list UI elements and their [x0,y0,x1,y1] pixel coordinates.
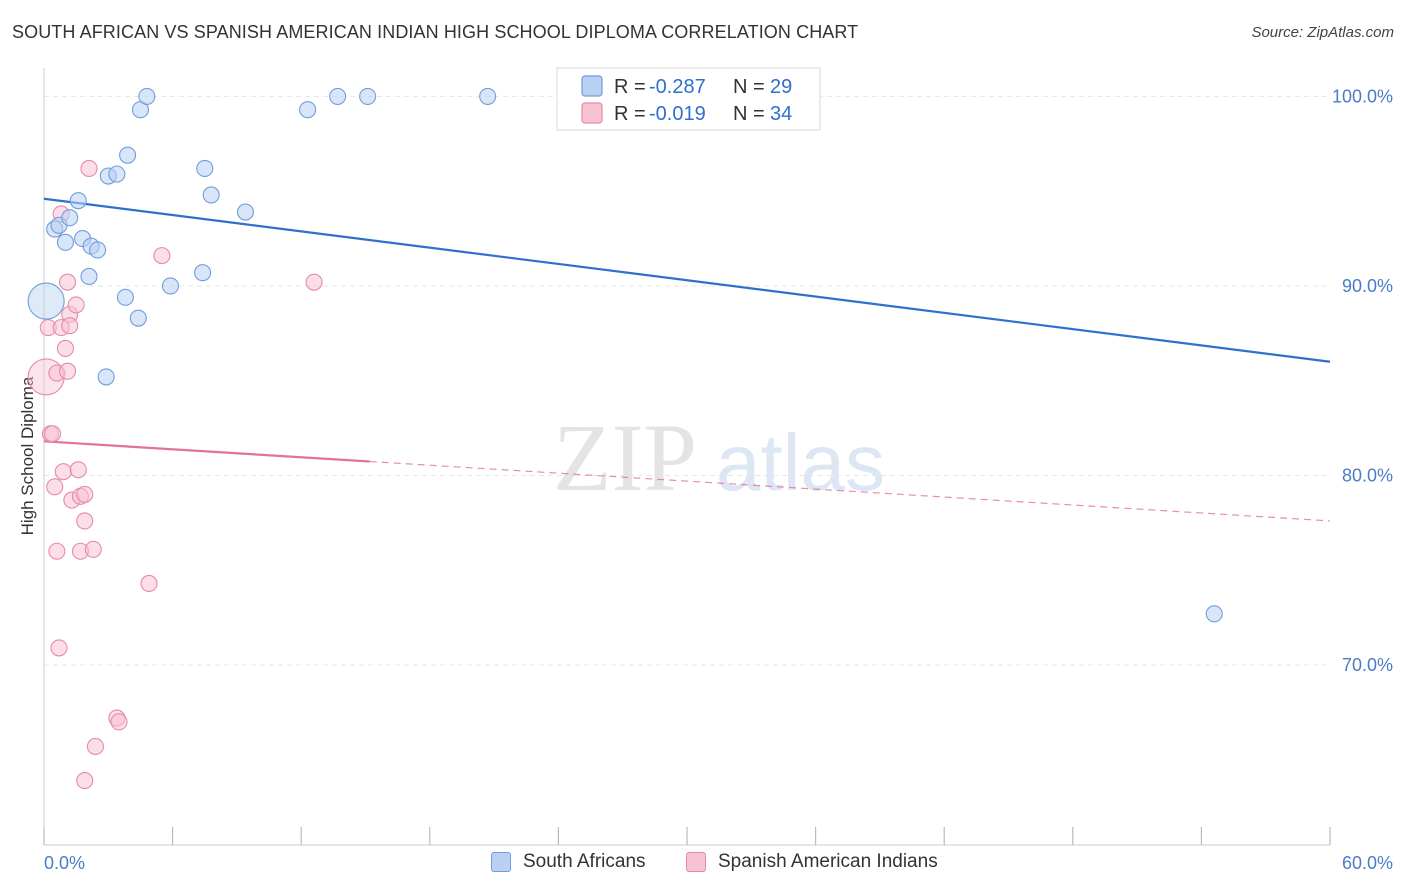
point-spanish-american-indians [54,463,72,481]
legend-r-label-pink: R = [614,103,646,125]
bottom-legend-spanish-american-indians: Spanish American Indians [686,851,938,873]
point-spanish-american-indians [86,737,104,756]
point-south-africans [1205,605,1223,623]
point-south-africans [329,87,347,105]
bottom-legend-swatch-pink [686,852,706,872]
point-spanish-american-indians [76,772,94,790]
legend-n-value-blue: 29 [770,76,792,98]
point-spanish-american-indians [80,159,98,177]
bottom-legend: South Africans Spanish American Indians [0,851,1406,879]
point-spanish-american-indians [140,574,158,593]
bottom-legend-south-africans: South Africans [491,851,646,873]
y-tick-label: 100.0% [1332,86,1393,106]
point-south-africans [108,165,126,183]
point-spanish-american-indians [69,461,87,479]
stats-legend: R = -0.287 N = 29 R = -0.019 N = 34 [556,67,821,131]
point-spanish-american-indians [67,296,85,314]
point-south-africans [299,101,317,119]
watermark-atlas: atlas [716,418,885,507]
legend-r-value-blue: -0.287 [649,76,706,98]
legend-swatch-pink [581,102,603,124]
point-south-africans [97,368,115,386]
point-south-africans [196,159,214,177]
point-spanish-american-indians [84,540,102,558]
point-spanish-american-indians [48,542,66,560]
watermark-zip: ZIP [553,404,697,511]
legend-n-label-blue: N = [733,76,765,98]
point-south-africans [129,309,147,327]
point-south-africans [161,277,180,295]
point-spanish-american-indians [50,639,68,657]
x-tick-label-max: 60.0% [1342,853,1393,873]
point-spanish-american-indians [61,317,79,335]
x-tick-labels: 0.0% 60.0% [44,853,1393,873]
gridlines [44,95,1330,666]
point-spanish-american-indians [153,247,171,265]
point-south-africans [61,209,79,227]
point-south-africans [202,186,220,204]
point-south-africans [69,192,87,210]
legend-swatch-blue [581,75,603,97]
point-south-africans [479,87,497,105]
watermark: ZIP atlas [553,404,885,511]
chart-title: SOUTH AFRICAN VS SPANISH AMERICAN INDIAN… [12,22,859,42]
bottom-legend-label-south-africans: South Africans [523,851,646,872]
point-south-africans [27,282,65,320]
point-south-africans [236,203,255,221]
bottom-legend-label-spanish-american-indians: Spanish American Indians [718,851,938,872]
y-tick-label: 90.0% [1342,276,1393,296]
point-south-africans [138,87,156,105]
trend-line-south-africans [43,197,1331,363]
point-spanish-american-indians [59,273,77,291]
point-spanish-american-indians [46,478,64,496]
series-spanish-american-indians [27,159,323,790]
source-label: Source: ZipAtlas.com [1251,24,1394,41]
trend-lines [43,197,1331,522]
point-spanish-american-indians [59,362,77,380]
point-spanish-american-indians [76,485,94,503]
point-south-africans [116,288,134,306]
point-spanish-american-indians [305,273,323,291]
legend-r-label-blue: R = [614,76,646,98]
legend-r-value-pink: -0.019 [649,103,706,125]
point-spanish-american-indians [110,713,128,731]
y-axis-label: High School Diploma [18,376,37,535]
point-spanish-american-indians [44,425,62,443]
point-south-africans [359,87,377,105]
legend-n-value-pink: 34 [770,103,792,125]
point-south-africans [89,241,107,259]
trend-line-spanish-american-indians [43,440,370,463]
point-south-africans [56,233,74,251]
bottom-legend-swatch-blue [491,852,511,872]
legend-n-label-pink: N = [733,103,765,125]
y-tick-label: 70.0% [1342,655,1393,675]
axes [43,68,1331,846]
point-south-africans [194,264,212,282]
trend-line-spanish-american-indians-extension [369,460,1331,522]
series-south-africans [27,87,1223,623]
point-spanish-american-indians [56,339,74,358]
x-tick-label-min: 0.0% [44,853,85,873]
y-tick-labels: 100.0% 90.0% 80.0% 70.0% [1332,86,1393,675]
point-south-africans [80,267,98,286]
y-tick-label: 80.0% [1342,465,1393,485]
point-spanish-american-indians [76,512,94,530]
point-south-africans [119,146,137,164]
